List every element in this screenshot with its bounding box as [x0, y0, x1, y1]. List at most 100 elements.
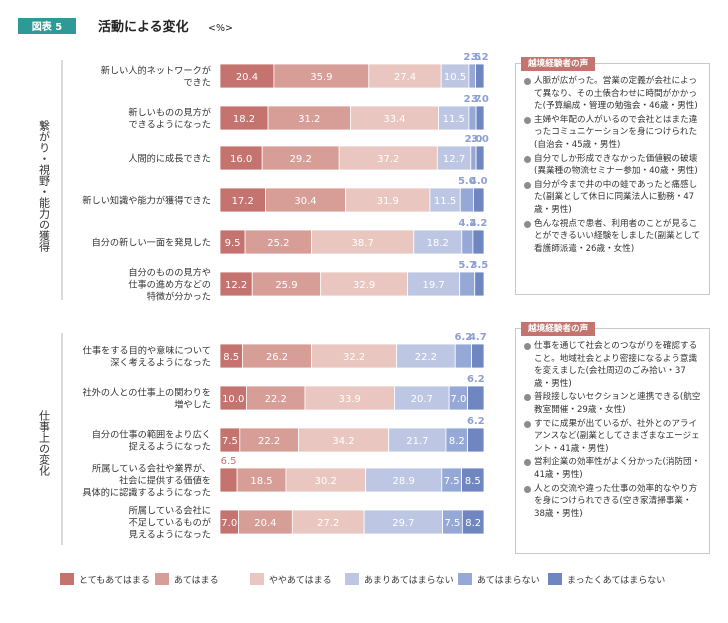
outside-value-label: 3.0 — [471, 134, 489, 145]
comment-item: 主婦や年配の人がいるので会社とはまた違ったコミュニケーションを身につけられた(自… — [524, 114, 702, 152]
bar-value-label: 34.2 — [332, 436, 354, 447]
bar-value-label: 30.4 — [294, 196, 316, 207]
bar-segment — [345, 187, 431, 213]
bar-segment — [454, 343, 472, 369]
group-label-connections: 繋がり・視野・能力の獲得 — [38, 119, 51, 252]
bar-value-label: 27.4 — [394, 72, 416, 83]
outside-value-label: 4.2 — [470, 218, 488, 229]
bar-segment — [436, 145, 472, 171]
comment-item: 自分でしか形成できなかった価値観の破壊(異業種の物流セミナー参加・40歳・男性) — [524, 153, 702, 178]
bar-segment — [468, 105, 477, 131]
bar-value-label: 7.0 — [450, 394, 466, 405]
bar-segment — [350, 105, 440, 131]
figure-badge-text: 図表 5 — [32, 20, 62, 33]
bar-value-label: 35.9 — [310, 72, 332, 83]
comment-box-1: 越境経験者の声 人脈が広がった。営業の定義が会社によって異なり、その土俵合わせに… — [515, 57, 710, 295]
figure-title: 活動による変化 — [98, 19, 189, 35]
bar-value-label: 38.7 — [352, 238, 374, 249]
bar-segment — [265, 187, 347, 213]
bar-segment — [459, 187, 474, 213]
bar-segment — [338, 145, 438, 171]
bar-value-label: 31.9 — [377, 196, 399, 207]
comment-box-2: 越境経験者の声 仕事を通じて社会とのつながりを確認すること。地域社会とより密接に… — [515, 322, 710, 554]
bar-segment — [236, 467, 287, 493]
category-label: 自分の仕事の範囲をより広く — [92, 429, 211, 441]
bar-segment — [363, 509, 443, 535]
bar-value-label: 19.7 — [423, 280, 445, 291]
category-label: 増やした — [174, 399, 211, 411]
bar-segment — [461, 509, 485, 535]
legend-swatch — [155, 573, 169, 585]
bar-segment — [467, 385, 485, 411]
bar-value-label: 10.5 — [444, 72, 466, 83]
legend-label: まったくあてはまらない — [567, 575, 665, 586]
bar-segment — [219, 145, 263, 171]
outside-value-label: 4.0 — [470, 176, 488, 187]
legend-swatch — [458, 573, 472, 585]
bar-value-label: 20.4 — [254, 518, 276, 529]
category-label: 捉えるようになった — [129, 441, 211, 453]
bar-segment — [473, 187, 485, 213]
category-label: 深く考えるようになった — [110, 358, 211, 369]
category-label: 社会に提供する価値を — [119, 475, 211, 487]
bar-value-label: 12.2 — [225, 280, 247, 291]
outside-value-label: 3.0 — [471, 94, 489, 105]
bar-segment — [219, 187, 266, 213]
comment-item: 営利企業の効率性がよく分かった(消防団・41歳・男性) — [524, 456, 702, 481]
comment-item: 色んな視点で患者、利用者のことが見ることができるいい経験をしました(副業として看… — [524, 218, 702, 256]
bar-value-label: 25.9 — [275, 280, 297, 291]
outside-value-label: 2.5 — [463, 52, 481, 63]
bar-value-label: 29.7 — [392, 518, 414, 529]
bar-value-label: 28.9 — [393, 476, 415, 487]
outside-value-label: 4.2 — [459, 218, 477, 229]
bar-value-label: 18.2 — [233, 114, 255, 125]
bar-value-label: 8.2 — [465, 518, 481, 529]
bar-value-label: 17.2 — [232, 196, 254, 207]
outside-value-label: 6.5 — [221, 456, 237, 467]
chart-legend: とてもあてはまる あてはまる ややあてはまる あまりあてはまらない あてはまらない まった… — [60, 573, 665, 586]
bar-segment — [311, 343, 398, 369]
legend-swatch — [548, 573, 562, 585]
bar-value-label: 33.4 — [383, 114, 405, 125]
category-label: 自分のものの見方や — [128, 267, 211, 279]
bar-value-label: 22.2 — [415, 352, 437, 363]
category-label: 自分の新しい一面を発見した — [92, 237, 211, 249]
legend-label: あまりあてはまらない — [364, 575, 454, 586]
bar-value-label: 11.5 — [443, 114, 465, 125]
bar-segment — [429, 187, 461, 213]
comment-item: 仕事を通じて社会とのつながりを確認すること。地域社会とより密接になるよう意識を変… — [524, 340, 702, 390]
bar-value-label: 27.2 — [317, 518, 339, 529]
comment-list: 人脈が広がった。営業の定義が会社によって異なり、その土俵合わせに時間がかかった(… — [516, 64, 709, 260]
bar-value-label: 20.4 — [236, 72, 258, 83]
outside-value-label: 4.7 — [469, 332, 487, 343]
bar-segment — [461, 229, 474, 255]
bar-segment — [311, 229, 415, 255]
bar-segment — [267, 105, 351, 131]
bar-segment — [472, 229, 485, 255]
comment-item: 人脈が広がった。営業の定義が会社によって異なり、その土俵合わせに時間がかかった(… — [524, 75, 702, 113]
bar-segment — [470, 145, 477, 171]
category-label: 不足しているものが — [129, 517, 211, 529]
bar-value-label: 9.5 — [225, 238, 241, 249]
outside-value-label: 6.2 — [467, 374, 485, 385]
group-label-work-change: 仕事上の変化 — [38, 410, 51, 477]
bar-segment — [474, 271, 485, 297]
figure-unit: <%> — [208, 23, 233, 34]
category-label: できるようになった — [128, 120, 211, 131]
comment-item: 自分が今まで井の中の蛙であったと痛感した(副業として休日に同業法人に勤務・47歳… — [524, 179, 702, 217]
category-label: 所属している会社に — [129, 505, 211, 517]
bar-segment — [298, 427, 390, 453]
comment-item: 人との交流や違った仕事の効率的なやり方を身につけられできる(空き家清掃事業・38… — [524, 483, 702, 521]
bar-segment — [219, 467, 238, 493]
category-label: 特徴が分かった — [147, 291, 211, 303]
bar-value-label: 7.0 — [221, 518, 237, 529]
bar-segment — [407, 271, 461, 297]
bar-segment — [475, 145, 485, 171]
bar-segment — [440, 63, 470, 89]
bar-segment — [239, 427, 299, 453]
outside-value-label: 5.7 — [458, 260, 476, 271]
bar-value-label: 8.5 — [465, 476, 481, 487]
bar-value-label: 8.2 — [449, 436, 465, 447]
